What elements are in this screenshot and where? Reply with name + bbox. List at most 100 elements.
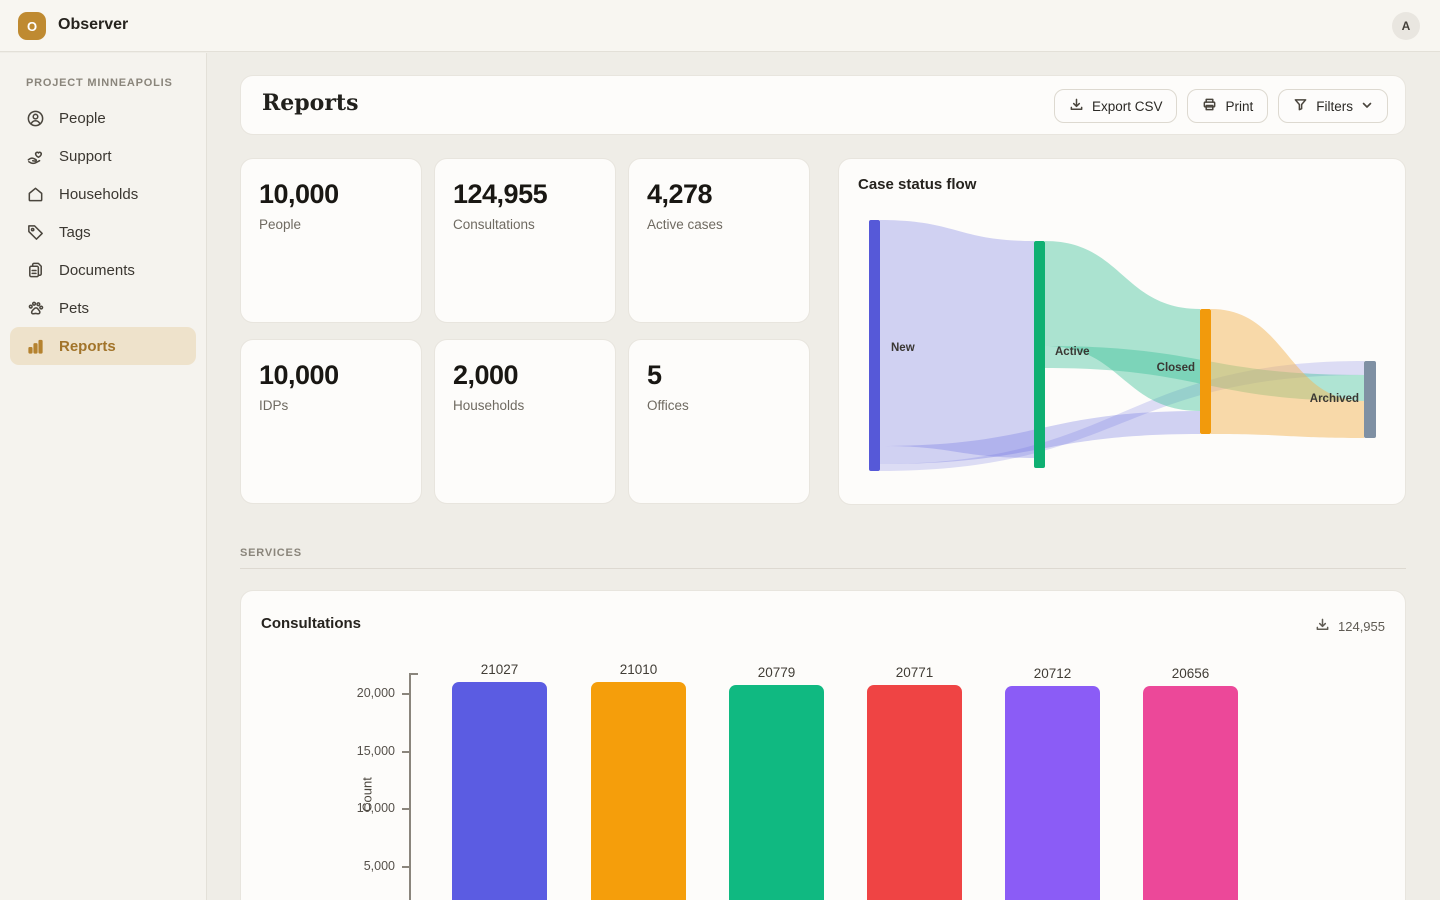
sidebar-item-label: Tags — [59, 223, 91, 241]
stat-value: 124,955 — [453, 179, 548, 209]
bar-value-label: 20656 — [1171, 666, 1210, 681]
y-tick-mark — [402, 865, 410, 868]
page-title: Reports — [262, 90, 359, 116]
y-axis-cap — [409, 673, 418, 675]
sankey-node-archived — [1364, 361, 1376, 438]
y-axis-line — [409, 673, 411, 900]
consultations-bar-5[interactable] — [1005, 686, 1100, 900]
bar-value-label: 20771 — [895, 665, 934, 680]
stat-card-people: 10,000 People — [240, 158, 422, 323]
case-status-sankey-chart: New Active Closed Archived — [869, 220, 1376, 471]
consultations-bar-chart: Count 5,000 10,000 15,000 20,000 21027 21010 2… — [241, 591, 1407, 900]
user-avatar[interactable]: A — [1392, 12, 1420, 40]
stat-label: Households — [453, 398, 525, 413]
bar-chart-icon — [26, 337, 45, 356]
printer-icon — [1202, 97, 1217, 115]
app-logo[interactable]: O — [18, 12, 46, 40]
consultations-title: Consultations — [261, 615, 361, 632]
button-label: Print — [1225, 98, 1254, 114]
sidebar-item-label: Support — [59, 147, 112, 165]
stat-label: IDPs — [259, 398, 289, 413]
sankey-node-closed — [1200, 309, 1211, 434]
stat-value: 2,000 — [453, 360, 519, 390]
stat-value: 10,000 — [259, 179, 339, 209]
stat-label: Active cases — [647, 217, 723, 232]
sidebar-item-reports[interactable]: Reports — [10, 327, 196, 365]
sidebar-item-support[interactable]: Support — [10, 137, 196, 175]
consultations-bar-6[interactable] — [1143, 686, 1238, 900]
sidebar-item-label: Households — [59, 185, 139, 203]
sidebar-section-label: PROJECT MINNEAPOLIS — [26, 77, 173, 89]
sankey-node-label: Closed — [1157, 362, 1195, 374]
consultations-bar-4[interactable] — [867, 685, 962, 900]
services-section-label: SERVICES — [240, 547, 302, 559]
sidebar-item-pets[interactable]: Pets — [10, 289, 196, 327]
y-tick-mark — [402, 693, 410, 695]
sidebar-item-label: Documents — [59, 261, 135, 279]
sankey-node-active — [1034, 241, 1045, 468]
sankey-title: Case status flow — [858, 176, 977, 193]
download-icon[interactable] — [1315, 617, 1330, 635]
filters-button[interactable]: Filters — [1278, 89, 1388, 123]
sidebar-item-label: People — [59, 109, 106, 127]
y-tick-label: 20,000 — [356, 686, 395, 700]
bar-value-label: 21010 — [619, 662, 658, 677]
tag-icon — [26, 223, 45, 242]
y-axis-label: Count — [359, 777, 375, 812]
sidebar-item-label: Reports — [59, 337, 116, 355]
sankey-node-label: Archived — [1310, 393, 1359, 405]
button-label: Filters — [1316, 98, 1353, 114]
y-tick-mark — [402, 808, 410, 810]
sidebar-item-households[interactable]: Households — [10, 175, 196, 213]
services-divider — [240, 568, 1406, 569]
stat-value: 4,278 — [647, 179, 713, 209]
consultations-bar-2[interactable] — [591, 682, 686, 900]
stat-card-households: 2,000 Households — [434, 339, 616, 504]
stat-label: People — [259, 217, 302, 232]
topbar: O Observer A — [0, 0, 1440, 52]
consultations-bar-3[interactable] — [729, 685, 824, 900]
stat-value: 5 — [647, 360, 662, 390]
sankey-node-new — [869, 220, 880, 471]
export-csv-button[interactable]: Export CSV — [1053, 89, 1178, 123]
stat-label: Offices — [647, 398, 689, 413]
stat-card-consultations: 124,955 Consultations — [434, 158, 616, 323]
page-header-card: Reports Export CSV Print Filters — [240, 75, 1406, 135]
stat-value: 10,000 — [259, 360, 339, 390]
sankey-link-closed-archived — [1211, 309, 1364, 438]
sankey-node-label: New — [891, 342, 915, 354]
print-button[interactable]: Print — [1187, 89, 1269, 123]
consultations-total-value: 124,955 — [1338, 618, 1385, 634]
sidebar-item-people[interactable]: People — [10, 99, 196, 137]
sidebar-item-label: Pets — [59, 299, 90, 317]
brand-name: Observer — [58, 16, 129, 33]
sankey-node-label: Active — [1055, 346, 1090, 358]
filter-icon — [1293, 97, 1308, 115]
sankey-link-new-active — [880, 220, 1034, 458]
sidebar-item-tags[interactable]: Tags — [10, 213, 196, 251]
y-tick-mark — [402, 750, 410, 753]
bar-value-label: 21027 — [480, 662, 519, 677]
stat-card-active-cases: 4,278 Active cases — [628, 158, 810, 323]
consultations-bar-1[interactable] — [452, 682, 547, 900]
chevron-down-icon — [1361, 99, 1373, 114]
case-status-flow-card: Case status flow New Active Closed Archived — [838, 158, 1406, 505]
bar-value-label: 20712 — [1033, 666, 1072, 681]
sidebar-item-documents[interactable]: Documents — [10, 251, 196, 289]
sankey-link-active-closed — [1045, 241, 1200, 411]
stat-label: Consultations — [453, 217, 535, 232]
sankey-link-new-archived — [880, 361, 1364, 471]
consultations-total: 124,955 — [1315, 617, 1385, 635]
y-tick-label: 5,000 — [363, 858, 395, 873]
home-icon — [26, 185, 45, 204]
user-icon — [26, 109, 45, 128]
consultations-chart-card: Consultations 124,955 Count 5,000 10,000 1… — [240, 590, 1406, 900]
y-tick-label: 10,000 — [356, 801, 395, 815]
support-icon — [26, 147, 45, 166]
stat-card-offices: 5 Offices — [628, 339, 810, 504]
sidebar: PROJECT MINNEAPOLIS People Support Househo… — [0, 53, 207, 900]
y-tick-label: 15,000 — [356, 743, 395, 758]
button-label: Export CSV — [1091, 98, 1163, 114]
header-actions: Export CSV Print Filters — [1053, 89, 1388, 123]
main-content: Reports Export CSV Print Filters 10,000 Peo… — [208, 53, 1440, 900]
